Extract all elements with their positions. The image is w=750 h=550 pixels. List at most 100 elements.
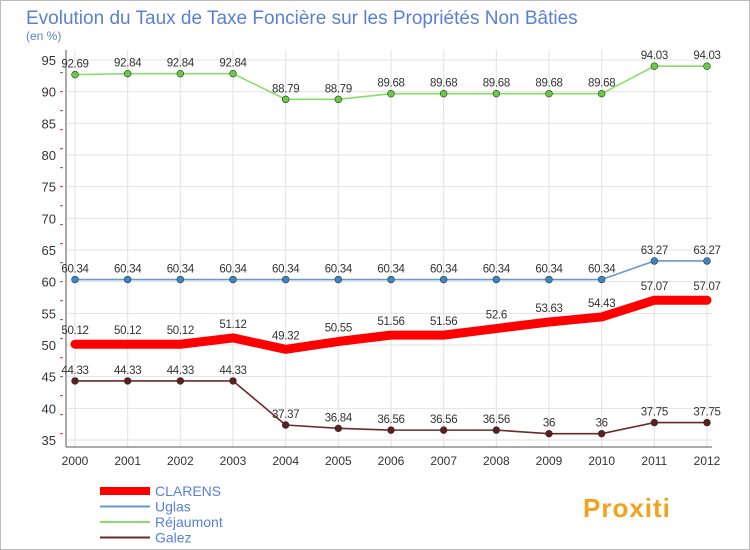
y-tick-label: 55 xyxy=(42,306,56,321)
value-label: 36 xyxy=(596,418,608,430)
value-label: 36.56 xyxy=(483,414,510,426)
value-label: 60.34 xyxy=(535,264,563,276)
value-label: 50.12 xyxy=(167,325,194,337)
value-label: 94.03 xyxy=(693,50,720,62)
value-label: 92.84 xyxy=(167,58,195,70)
value-label: 44.33 xyxy=(114,365,141,377)
data-point xyxy=(387,275,395,284)
x-tick-label: 2000 xyxy=(62,454,89,468)
data-point xyxy=(650,62,659,70)
axes: 35 40 45 50 55 60 65 70 75 80 85 90 95 2000 2001 2002 20… xyxy=(42,50,721,468)
value-label: 36.84 xyxy=(325,412,353,424)
y-tick-label: 40 xyxy=(42,401,56,416)
proxiti-logo: Proxiti xyxy=(583,493,671,523)
value-label: 57.07 xyxy=(693,281,720,293)
logo-text: Proxiti xyxy=(583,493,671,523)
data-point xyxy=(387,426,395,434)
y-tick-label: 75 xyxy=(42,180,56,195)
value-label: 44.33 xyxy=(219,365,246,377)
value-label: 54.43 xyxy=(588,298,615,310)
x-tick-label: 2006 xyxy=(378,454,405,468)
data-point xyxy=(703,418,711,427)
y-tick-label: 65 xyxy=(42,243,56,258)
value-label: 37.37 xyxy=(272,409,299,421)
value-label: 36.56 xyxy=(377,414,404,426)
value-label: 94.03 xyxy=(641,50,668,62)
value-label: 88.79 xyxy=(325,83,352,95)
y-tick-label: 45 xyxy=(42,370,56,385)
value-label: 36.56 xyxy=(430,414,457,426)
value-label: 52.6 xyxy=(486,310,507,322)
chart-subtitle: (en %) xyxy=(26,29,61,43)
data-point xyxy=(545,429,553,438)
value-label: 57.07 xyxy=(641,281,668,293)
x-tick-label: 2002 xyxy=(167,454,194,468)
data-point xyxy=(650,418,659,427)
data-point xyxy=(492,275,501,284)
x-tick-label: 2003 xyxy=(220,454,247,468)
data-point xyxy=(439,275,448,284)
y-tick-label: 50 xyxy=(42,338,56,353)
data-point xyxy=(545,275,553,284)
value-label: 51.56 xyxy=(430,316,457,328)
value-label: 60.34 xyxy=(114,264,142,276)
data-point xyxy=(703,257,711,265)
data-point xyxy=(281,95,290,104)
value-label: 50.55 xyxy=(325,323,352,335)
value-label: 60.34 xyxy=(272,264,300,276)
x-tick-label: 2005 xyxy=(325,454,352,468)
value-label: 60.34 xyxy=(377,264,405,276)
x-tick-label: 2009 xyxy=(536,454,563,468)
data-point xyxy=(123,69,132,78)
value-label: 89.68 xyxy=(377,78,404,90)
x-tick-label: 2012 xyxy=(694,454,721,468)
data-point xyxy=(703,62,711,70)
value-label: 89.68 xyxy=(430,78,457,90)
data-point xyxy=(492,89,501,98)
value-label: 37.75 xyxy=(641,407,668,419)
value-label: 89.68 xyxy=(588,78,615,90)
value-label: 60.34 xyxy=(430,264,458,276)
data-point xyxy=(597,429,606,438)
data-point xyxy=(176,275,185,284)
value-label: 51.12 xyxy=(219,319,246,331)
data-point xyxy=(176,377,185,385)
data-point xyxy=(176,69,185,78)
x-tick-label: 2011 xyxy=(641,454,667,468)
value-label: 37.75 xyxy=(693,407,720,419)
legend-label: Réjaumont xyxy=(155,514,223,530)
value-label: 60.34 xyxy=(588,264,616,276)
value-label: 60.34 xyxy=(61,264,89,276)
data-point xyxy=(123,377,132,385)
data-point xyxy=(597,89,606,98)
grid xyxy=(67,50,712,447)
x-tick-label: 2004 xyxy=(272,454,299,468)
y-tick-label: 35 xyxy=(42,433,56,448)
legend-label: Uglas xyxy=(155,499,191,515)
data-point xyxy=(650,257,659,265)
y-tick-label: 85 xyxy=(42,116,56,131)
legend-label: CLARENS xyxy=(155,483,221,499)
value-label: 50.12 xyxy=(61,325,88,337)
data-point xyxy=(545,89,553,98)
data-point xyxy=(334,275,343,284)
value-label: 92.84 xyxy=(114,58,142,70)
value-label: 50.12 xyxy=(114,325,141,337)
series-line-clarens xyxy=(70,295,712,354)
value-label: 51.56 xyxy=(377,316,404,328)
data-point xyxy=(123,275,132,284)
data-point xyxy=(229,275,237,284)
data-point xyxy=(439,89,448,98)
y-tick-label: 90 xyxy=(42,85,56,100)
value-label: 63.27 xyxy=(641,245,668,257)
data-point xyxy=(439,426,448,434)
value-label: 89.68 xyxy=(483,78,510,90)
value-label: 44.33 xyxy=(61,365,88,377)
x-tick-label: 2007 xyxy=(430,454,457,468)
value-label: 36 xyxy=(543,418,555,430)
x-tick-label: 2010 xyxy=(588,454,615,468)
value-label: 63.27 xyxy=(693,245,720,257)
value-label: 44.33 xyxy=(167,365,194,377)
